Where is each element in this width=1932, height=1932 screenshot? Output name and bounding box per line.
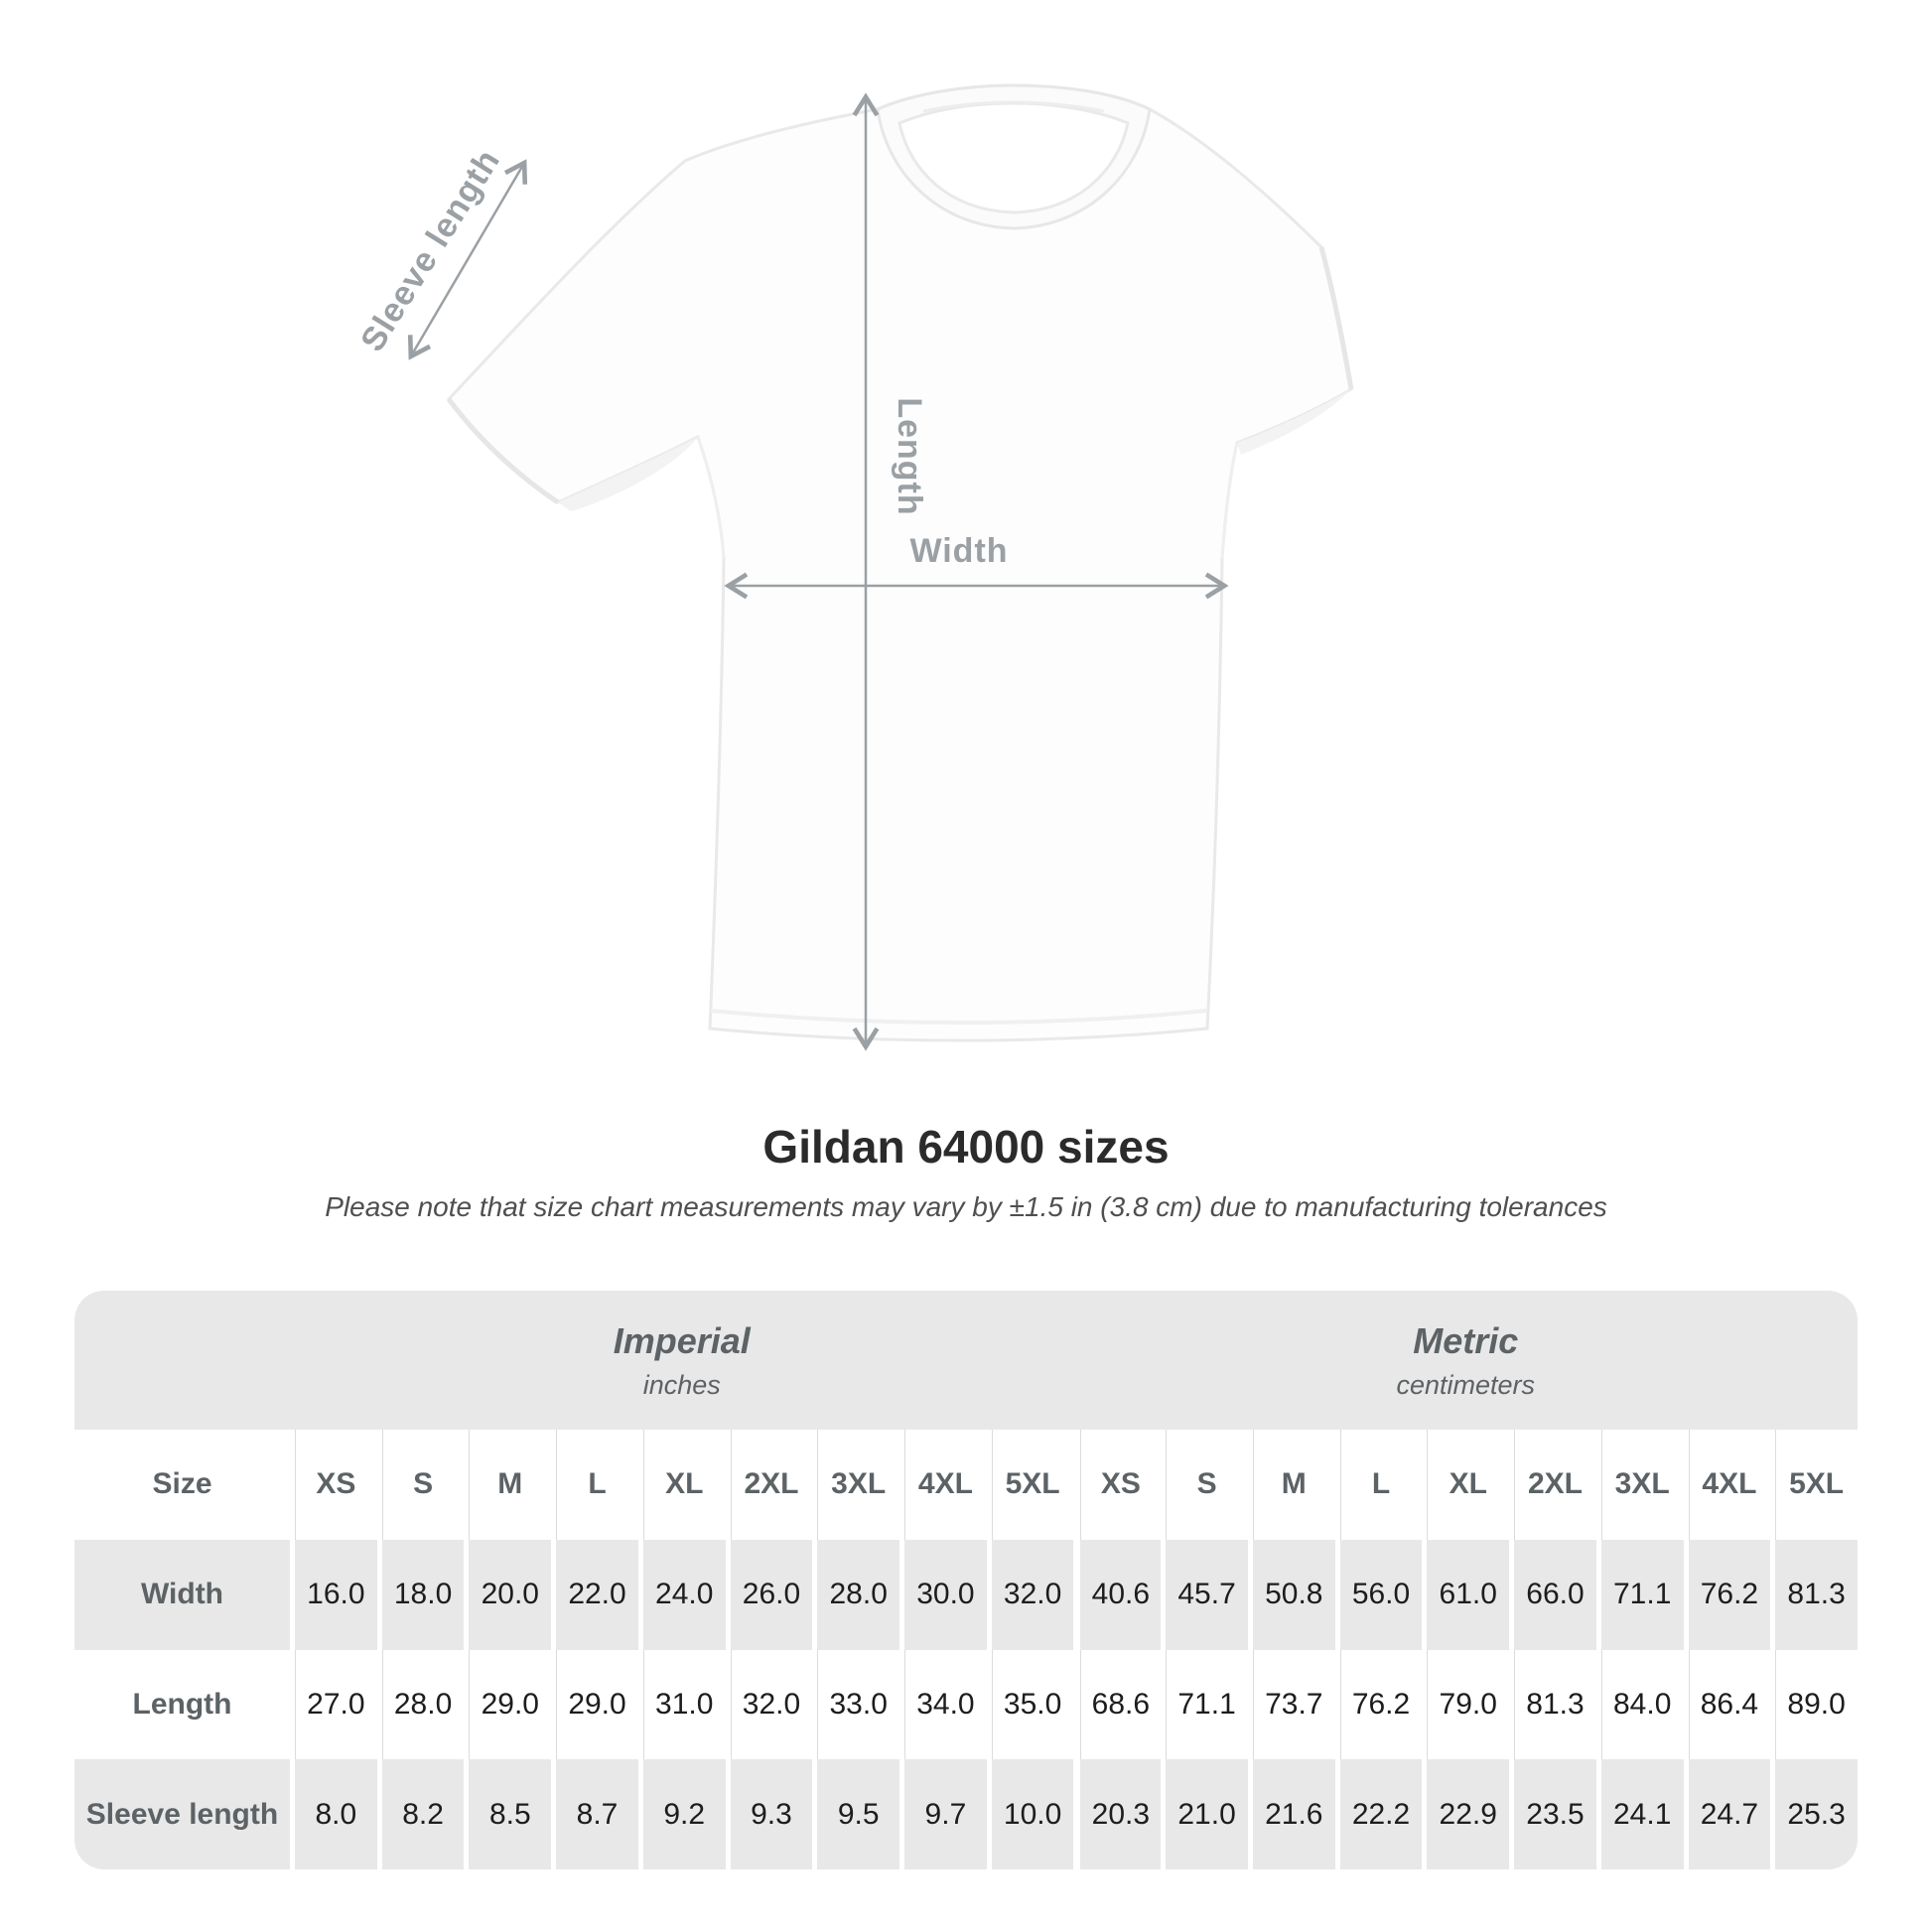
metric-value: 81.3 (1770, 1539, 1858, 1650)
imperial-value: 8.5 (464, 1759, 552, 1869)
sleeve-length-label: Sleeve length (353, 143, 507, 358)
metric-value: 40.6 (1073, 1539, 1162, 1650)
imperial-value: 33.0 (812, 1649, 900, 1760)
row-label-sleeve-length: Sleeve length (74, 1759, 290, 1869)
length-label: Length (891, 397, 928, 515)
imperial-group-header: Imperial inches (290, 1291, 1074, 1430)
sleeve-length-arrow (407, 159, 528, 360)
imperial-value: 26.0 (725, 1539, 813, 1650)
imperial-value: 18.0 (376, 1539, 465, 1650)
size-table: Imperial inches Metric centimeters Size X… (74, 1291, 1858, 1869)
metric-value: 68.6 (1073, 1649, 1162, 1760)
label-column-spacer (74, 1291, 290, 1430)
imperial-value: 10.0 (986, 1759, 1074, 1869)
imperial-group-title: Imperial (613, 1319, 751, 1361)
imperial-value: 30.0 (899, 1539, 987, 1650)
metric-value: 81.3 (1509, 1649, 1596, 1760)
imperial-value: 32.0 (725, 1649, 813, 1760)
metric-value: 23.5 (1509, 1759, 1596, 1869)
metric-value: 76.2 (1334, 1649, 1423, 1760)
size-header-imperial-4xl: 4XL (899, 1430, 987, 1540)
metric-value: 24.1 (1595, 1759, 1684, 1869)
metric-value: 24.7 (1683, 1759, 1771, 1869)
size-header-imperial-s: S (376, 1430, 465, 1540)
row-label-length: Length (74, 1649, 290, 1760)
imperial-value: 31.0 (637, 1649, 726, 1760)
metric-value: 79.0 (1422, 1649, 1510, 1760)
imperial-value: 20.0 (464, 1539, 552, 1650)
imperial-value: 32.0 (986, 1539, 1074, 1650)
imperial-value: 9.5 (812, 1759, 900, 1869)
metric-value: 73.7 (1247, 1649, 1335, 1760)
metric-group-title: Metric (1413, 1319, 1519, 1361)
metric-group-header: Metric centimeters (1074, 1291, 1859, 1430)
width-label: Width (909, 532, 1008, 570)
size-header-imperial-2xl: 2XL (725, 1430, 813, 1540)
imperial-value: 28.0 (812, 1539, 900, 1650)
metric-value: 76.2 (1683, 1539, 1771, 1650)
imperial-value: 9.7 (899, 1759, 987, 1869)
metric-value: 71.1 (1161, 1649, 1248, 1760)
length-annotation: Length (852, 92, 928, 1051)
size-header-metric-l: L (1334, 1430, 1423, 1540)
imperial-value: 16.0 (290, 1539, 377, 1650)
imperial-value: 8.2 (376, 1759, 465, 1869)
page-subtitle: Please note that size chart measurements… (325, 1191, 1607, 1222)
size-header-imperial-3xl: 3XL (812, 1430, 900, 1540)
size-row-label: Size (74, 1430, 290, 1540)
metric-value: 50.8 (1247, 1539, 1335, 1650)
size-header-metric-xs: XS (1073, 1430, 1162, 1540)
imperial-value: 9.2 (637, 1759, 726, 1869)
metric-group-unit: centimeters (1396, 1369, 1536, 1400)
size-header-metric-3xl: 3XL (1595, 1430, 1684, 1540)
imperial-value: 8.0 (290, 1759, 377, 1869)
metric-value: 21.6 (1247, 1759, 1335, 1869)
imperial-value: 28.0 (376, 1649, 465, 1760)
imperial-value: 34.0 (899, 1649, 987, 1760)
imperial-group-unit: inches (642, 1369, 721, 1400)
row-label-width: Width (74, 1539, 290, 1650)
size-header-imperial-5xl: 5XL (986, 1430, 1074, 1540)
metric-value: 22.9 (1422, 1759, 1510, 1869)
tshirt-measurement-diagram: Length Width Sleeve length (353, 83, 1354, 1051)
width-annotation: Width (724, 532, 1229, 600)
size-header-metric-2xl: 2XL (1509, 1430, 1596, 1540)
metric-value: 86.4 (1683, 1649, 1771, 1760)
metric-value: 84.0 (1595, 1649, 1684, 1760)
size-header-imperial-l: L (551, 1430, 638, 1540)
size-header-imperial-m: M (464, 1430, 552, 1540)
imperial-value: 8.7 (551, 1759, 638, 1869)
imperial-value: 29.0 (464, 1649, 552, 1760)
size-header-metric-xl: XL (1422, 1430, 1510, 1540)
metric-value: 21.0 (1161, 1759, 1248, 1869)
metric-value: 61.0 (1422, 1539, 1510, 1650)
imperial-value: 9.3 (725, 1759, 813, 1869)
imperial-value: 27.0 (290, 1649, 377, 1760)
size-header-imperial-xs: XS (290, 1430, 377, 1540)
sleeve-length-annotation: Sleeve length (353, 143, 528, 360)
size-header-metric-m: M (1247, 1430, 1335, 1540)
imperial-value: 24.0 (637, 1539, 726, 1650)
metric-value: 25.3 (1770, 1759, 1858, 1869)
metric-value: 66.0 (1509, 1539, 1596, 1650)
size-header-imperial-xl: XL (637, 1430, 726, 1540)
size-header-metric-s: S (1161, 1430, 1248, 1540)
imperial-value: 35.0 (986, 1649, 1074, 1760)
metric-value: 20.3 (1073, 1759, 1162, 1869)
imperial-value: 22.0 (551, 1539, 638, 1650)
size-header-metric-4xl: 4XL (1683, 1430, 1771, 1540)
metric-value: 56.0 (1334, 1539, 1423, 1650)
tshirt-illustration (446, 83, 1354, 1042)
size-header-metric-5xl: 5XL (1770, 1430, 1858, 1540)
imperial-value: 29.0 (551, 1649, 638, 1760)
metric-value: 45.7 (1161, 1539, 1248, 1650)
metric-value: 22.2 (1334, 1759, 1423, 1869)
size-table-grid: Size XS S M L XL 2XL 3XL 4XL 5XL XS S M L XL 2XL 3XL 4XL 5… (74, 1430, 1858, 1869)
metric-value: 89.0 (1770, 1649, 1858, 1760)
unit-group-header: Imperial inches Metric centimeters (74, 1291, 1858, 1430)
page-title: Gildan 64000 sizes (762, 1121, 1170, 1173)
metric-value: 71.1 (1595, 1539, 1684, 1650)
